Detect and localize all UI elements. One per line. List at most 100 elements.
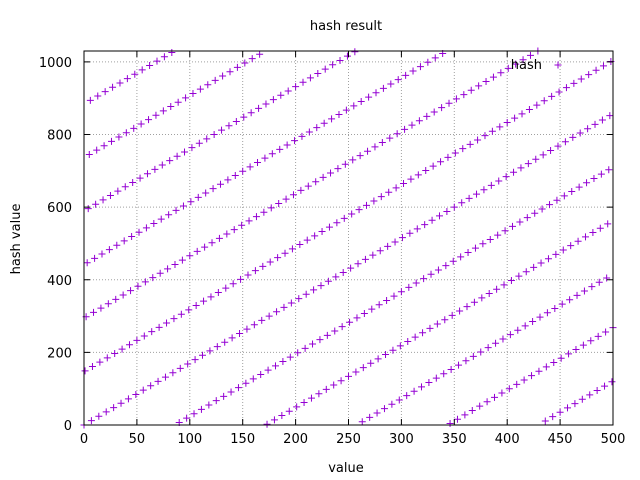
data-point	[176, 364, 184, 372]
data-point	[592, 66, 600, 74]
data-point	[234, 384, 242, 392]
data-point	[111, 349, 119, 357]
data-point	[287, 299, 295, 307]
data-point	[265, 312, 273, 320]
data-point	[547, 146, 555, 154]
data-point	[231, 172, 239, 180]
data-point	[195, 139, 203, 147]
data-point	[293, 403, 301, 411]
data-point	[278, 412, 286, 420]
data-point	[105, 246, 113, 254]
data-point	[437, 158, 445, 166]
data-point	[403, 392, 411, 400]
data-point	[165, 211, 173, 219]
data-point	[477, 348, 485, 356]
data-point	[392, 184, 400, 192]
data-point	[556, 408, 564, 416]
data-point	[354, 260, 362, 268]
data-point	[554, 142, 562, 150]
data-point	[599, 62, 607, 70]
data-point	[243, 325, 251, 333]
data-point	[469, 352, 477, 360]
data-point	[112, 295, 120, 303]
data-point	[242, 379, 250, 387]
data-point	[291, 137, 299, 145]
data-point	[446, 420, 454, 428]
data-point	[100, 142, 108, 150]
data-point	[423, 112, 431, 120]
data-point	[275, 200, 283, 208]
data-point	[260, 208, 268, 216]
data-point	[566, 296, 574, 304]
data-point	[598, 116, 606, 124]
data-point	[98, 250, 106, 258]
data-point	[498, 389, 506, 397]
data-point	[369, 251, 377, 259]
data-point	[319, 173, 327, 181]
data-point	[86, 96, 94, 104]
data-point	[327, 169, 335, 177]
data-point	[203, 135, 211, 143]
data-point	[188, 144, 196, 152]
data-point	[380, 405, 388, 413]
data-point	[602, 328, 610, 336]
data-point	[604, 220, 612, 228]
data-point	[606, 112, 614, 120]
data-point	[125, 341, 133, 349]
data-point	[567, 242, 575, 250]
data-point	[246, 163, 254, 171]
data-point	[226, 68, 234, 76]
data-point	[259, 262, 267, 270]
axis-ticks: 0 50 100 150 200 250 300 350 400 450 500 0 200 400 600…	[39, 51, 625, 447]
data-point	[117, 399, 125, 407]
data-point	[468, 406, 476, 414]
data-point	[148, 328, 156, 336]
data-point	[550, 359, 558, 367]
data-point	[525, 105, 533, 113]
data-point	[160, 53, 168, 61]
data-point	[367, 359, 375, 367]
data-point	[254, 158, 262, 166]
data-point	[356, 152, 364, 160]
data-point	[256, 50, 264, 58]
data-point	[401, 125, 409, 133]
data-point	[154, 377, 162, 385]
data-point	[320, 119, 328, 127]
data-point	[480, 186, 488, 194]
data-point	[273, 308, 281, 316]
data-point	[427, 270, 435, 278]
data-point	[411, 333, 419, 341]
data-point	[190, 410, 198, 418]
data-point	[450, 203, 458, 211]
data-point	[333, 219, 341, 227]
data-point	[355, 206, 363, 214]
data-point	[295, 295, 303, 303]
data-point	[158, 161, 166, 169]
data-point	[571, 400, 579, 408]
data-point	[151, 165, 159, 173]
data-point	[515, 272, 523, 280]
data-point	[168, 48, 176, 56]
data-point	[496, 123, 504, 131]
data-point	[139, 386, 147, 394]
y-tick-label: 800	[47, 129, 72, 144]
data-point	[551, 304, 559, 312]
data-point	[97, 304, 105, 312]
data-point	[179, 202, 187, 210]
data-point	[113, 241, 121, 249]
data-point	[250, 321, 258, 329]
data-point	[594, 332, 602, 340]
data-point	[302, 290, 310, 298]
data-point	[495, 177, 503, 185]
data-point	[537, 259, 545, 267]
data-point	[358, 418, 366, 426]
data-point	[419, 329, 427, 337]
data-point	[560, 192, 568, 200]
data-point	[314, 70, 322, 78]
data-point	[374, 355, 382, 363]
data-point	[589, 229, 597, 237]
data-point	[237, 275, 245, 283]
data-point	[337, 377, 345, 385]
data-point	[247, 109, 255, 117]
data-point	[565, 350, 573, 358]
